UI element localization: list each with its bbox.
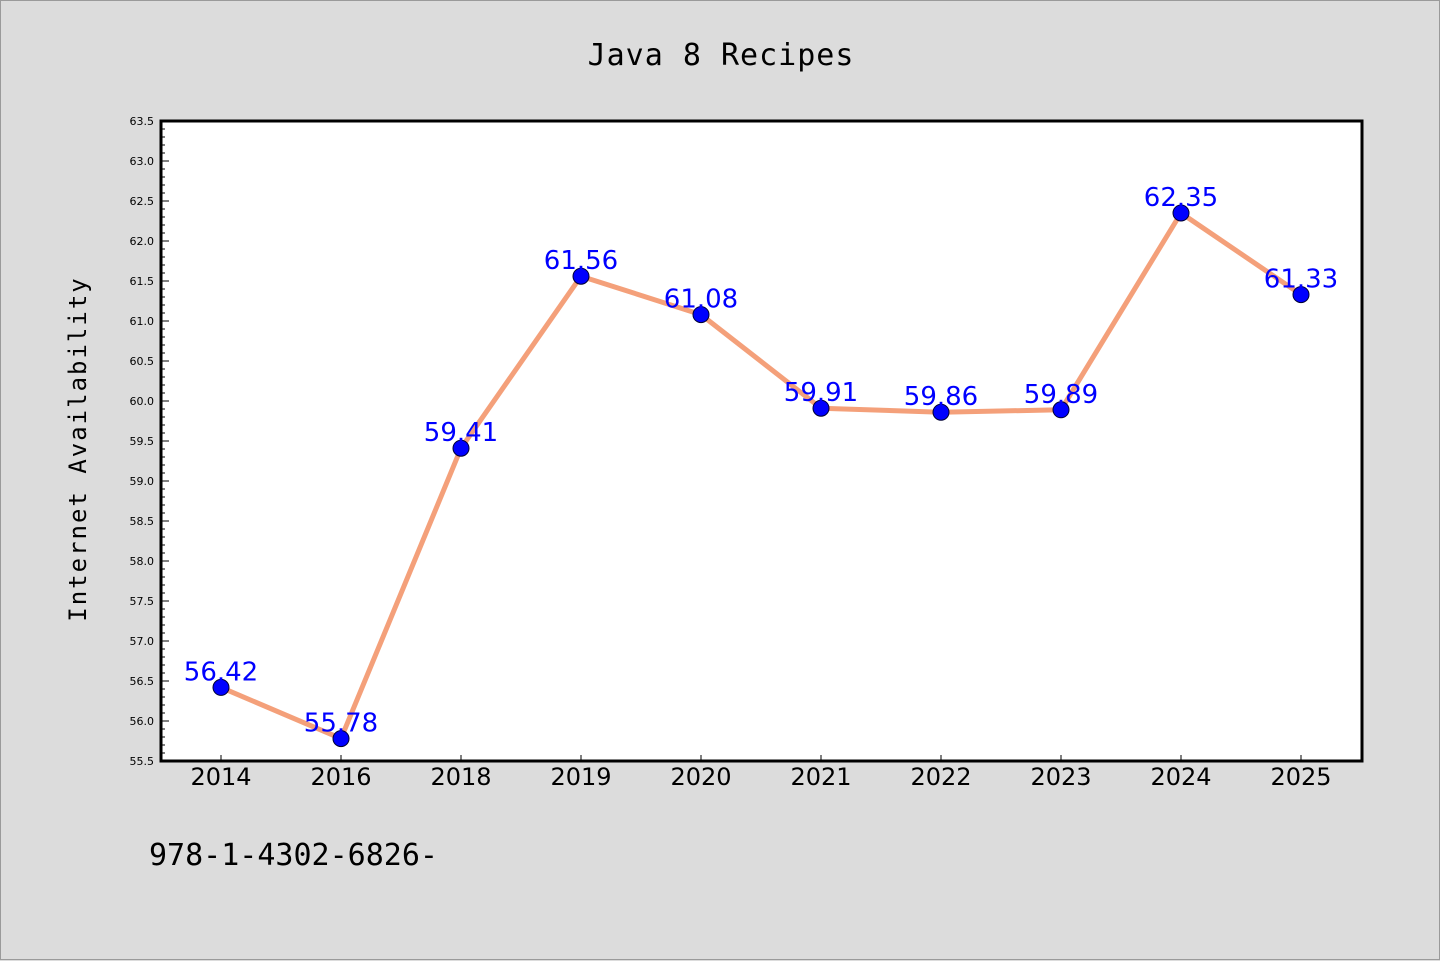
data-point [452,439,470,457]
data-label: 61.56 [544,246,618,276]
x-tick-label: 2019 [550,763,611,791]
data-point [1052,401,1070,419]
y-tick-label: 57.5 [130,595,155,608]
x-tick-label: 2023 [1030,763,1091,791]
x-tick-label: 2022 [910,763,971,791]
x-axis-ticks: 2014 2016 2018 2019 2020 2021 2022 2023 2024 2025 [190,755,1332,791]
data-point [932,403,950,421]
y-axis-ticks: 55.5 56.0 56.5 57.0 57.5 58.0 58.5 59.0 59.5 60.0… [130,115,169,768]
data-label: 55.78 [304,709,378,739]
x-tick-label: 2018 [430,763,491,791]
data-label: 61.08 [664,285,738,315]
y-tick-label: 61.0 [130,315,155,328]
y-tick-label: 58.0 [130,555,155,568]
y-tick-label: 60.5 [130,355,155,368]
series-line-group: 56.42 55.78 59.41 61.56 61.08 59.91 59.86 59.89… [184,183,1338,748]
y-tick-label: 56.5 [130,675,155,688]
y-tick-label: 55.5 [130,755,155,768]
x-tick-label: 2020 [670,763,731,791]
y-tick-label: 57.0 [130,635,155,648]
data-point [812,399,830,417]
x-tick-label: 2024 [1150,763,1211,791]
data-point [1172,204,1190,222]
data-point [572,267,590,285]
chart-title: Java 8 Recipes [588,38,855,73]
x-tick-label: 2016 [310,763,371,791]
series-line [218,210,1304,742]
y-tick-label: 62.0 [130,235,155,248]
y-tick-label: 63.5 [130,115,155,128]
y-tick-label: 63.0 [130,155,155,168]
data-label: 59.41 [424,418,498,448]
data-label: 59.89 [1024,380,1098,410]
data-label: 59.86 [904,382,978,412]
data-point [212,678,230,696]
data-label: 62.35 [1144,183,1218,213]
data-point [692,306,710,324]
x-tick-label: 2025 [1270,763,1331,791]
y-tick-label: 59.5 [130,435,155,448]
y-tick-label: 60.0 [130,395,155,408]
y-axis-label: Internet Availability [64,276,92,621]
y-tick-label: 59.0 [130,475,155,488]
data-point [1292,286,1310,304]
y-tick-label: 56.0 [130,715,155,728]
x-tick-label: 2014 [190,763,251,791]
x-tick-label: 2021 [790,763,851,791]
data-label: 61.33 [1264,265,1338,295]
data-label: 56.42 [184,657,258,687]
data-label: 59.91 [784,378,858,408]
y-tick-label: 58.5 [130,515,155,528]
plot-area [159,119,1364,763]
y-tick-label: 61.5 [130,275,155,288]
data-point [332,730,350,748]
y-tick-label: 62.5 [130,195,155,208]
footer-text: 978-1-4302-6826- [149,838,438,873]
